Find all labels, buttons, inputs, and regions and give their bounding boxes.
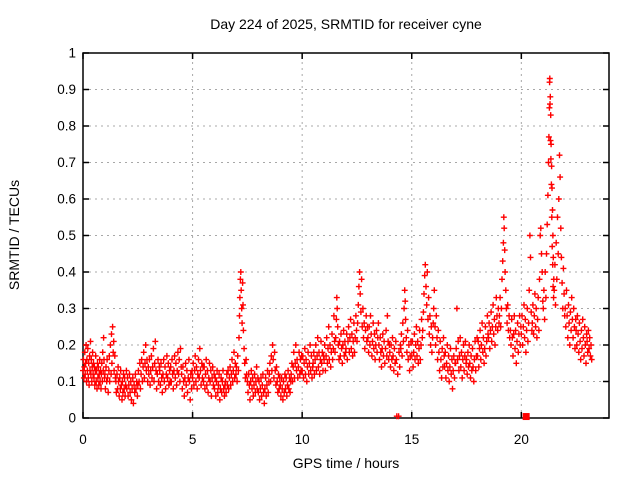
scatter-series-srmtid-points <box>80 75 595 420</box>
y-tick-label: 0.4 <box>57 265 76 280</box>
axis-ticks <box>82 52 609 419</box>
y-tick-label: 0.9 <box>57 82 76 97</box>
x-tick-label: 10 <box>295 432 310 447</box>
x-tick-label: 15 <box>404 432 419 447</box>
data-points <box>80 75 595 421</box>
y-tick-label: 0.5 <box>57 228 76 243</box>
x-axis-label: GPS time / hours <box>293 455 400 471</box>
y-tick-label: 0.8 <box>57 119 76 134</box>
y-tick-label: 0.3 <box>57 301 76 316</box>
x-tick-label: 20 <box>514 432 529 447</box>
x-tick-label: 5 <box>189 432 197 447</box>
x-tick-label: 0 <box>79 432 87 447</box>
y-tick-label: 0.1 <box>57 374 76 389</box>
y-tick-label: 0.6 <box>57 192 76 207</box>
scatter-series-flagged-point <box>522 413 530 421</box>
chart-title: Day 224 of 2025, SRMTID for receiver cyn… <box>210 16 482 32</box>
y-tick-label: 0.2 <box>57 338 76 353</box>
y-tick-label: 0.7 <box>57 155 76 170</box>
tick-labels: 0 5 10 15 20 0 0.1 0.2 0.3 0.4 0.5 0.6 0.7 0.8 0.9 1 <box>57 46 529 448</box>
y-axis-label: SRMTID / TECUs <box>6 180 22 290</box>
y-tick-label: 0 <box>68 411 76 426</box>
y-tick-label: 1 <box>68 46 76 61</box>
